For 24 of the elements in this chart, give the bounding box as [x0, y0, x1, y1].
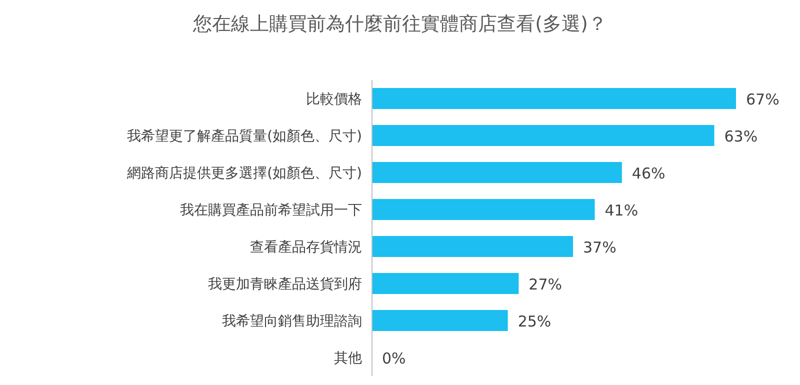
- chart-title: 您在線上購買前為什麼前往實體商店查看(多選)？: [192, 13, 607, 35]
- y-tick-label: 網路商店提供更多選擇(如顏色、尺寸): [126, 166, 362, 182]
- data-label: 0%: [382, 350, 406, 368]
- data-label: 67%: [746, 90, 780, 108]
- y-tick-label: 我在購買產品前希望試用一下: [180, 202, 362, 218]
- bar: [372, 199, 595, 220]
- y-tick-label: 查看產品存貨情況: [250, 240, 362, 256]
- y-tick-label: 我希望更了解產品質量(如顏色、尺寸): [127, 128, 362, 144]
- bar: [372, 88, 736, 109]
- data-label: 25%: [518, 312, 552, 330]
- bar: [372, 236, 574, 257]
- data-label: 41%: [604, 202, 638, 220]
- data-label: 63%: [724, 128, 758, 146]
- bar: [372, 125, 714, 146]
- bar: [372, 273, 519, 294]
- y-tick-label: 比較價格: [306, 92, 362, 108]
- y-tick-label: 其他: [334, 350, 362, 366]
- data-label: 27%: [528, 276, 562, 294]
- bar: [372, 162, 622, 183]
- bar: [372, 310, 508, 331]
- data-label: 46%: [632, 164, 666, 182]
- y-tick-label: 我更加青睞產品送貨到府: [208, 276, 362, 292]
- data-label: 37%: [583, 238, 616, 256]
- y-tick-label: 我希望向銷售助理諮詢: [222, 314, 362, 330]
